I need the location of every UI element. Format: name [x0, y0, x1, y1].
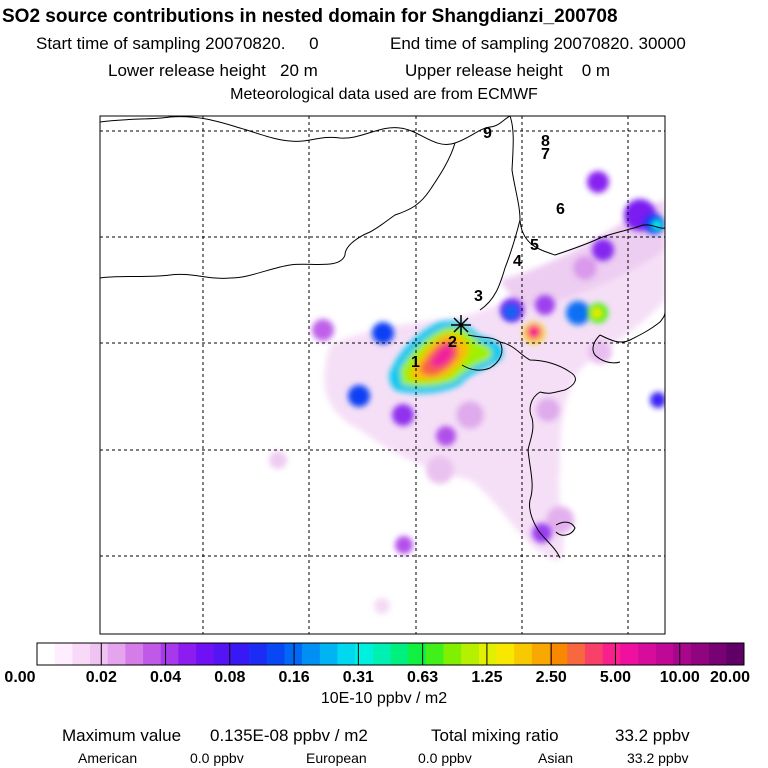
site-label: 3 [474, 288, 483, 305]
max-value-label: Maximum value [62, 726, 182, 745]
colorbar-swatch [726, 643, 745, 665]
colorbar-border [36, 642, 745, 666]
receptor-marker-icon [451, 315, 471, 335]
colorbar-swatch [584, 643, 603, 665]
colorbar-swatch [107, 643, 126, 665]
colorbar-tick-label: 5.00 [599, 669, 632, 686]
european-label: European [306, 750, 367, 766]
asian-value: 33.2 ppbv [627, 750, 689, 766]
colorbar-tick-label: 0.31 [342, 669, 374, 686]
colorbar-tick-label: 0.16 [278, 669, 310, 686]
colorbar-swatch [284, 643, 303, 665]
european-value: 0.0 ppbv [418, 750, 472, 766]
total-mixing-label: Total mixing ratio [431, 726, 559, 745]
asian-label: Asian [538, 750, 574, 766]
colorbar-swatch [514, 643, 533, 665]
concentration-field [269, 171, 665, 614]
colorbar-swatch [461, 643, 480, 665]
colorbar-swatch [708, 643, 727, 665]
colorbar-tick-label: 2.50 [535, 669, 567, 686]
colorbar-swatch [249, 643, 268, 665]
colorbar-swatch [72, 643, 91, 665]
colorbar-swatch [319, 643, 338, 665]
coastline-lines [100, 116, 665, 559]
site-label: 2 [448, 334, 457, 351]
colorbar-swatch [620, 643, 639, 665]
lat-lon-grid [100, 116, 665, 634]
map-title: SO2 source contributions in nested domai… [2, 6, 618, 27]
colorbar-swatch [178, 643, 197, 665]
site-label: 9 [483, 125, 492, 142]
colorbar-swatch [54, 643, 73, 665]
site-label: 5 [530, 237, 539, 254]
colorbar-tick-label: 0.63 [407, 669, 439, 686]
max-value: 0.135E-08 ppbv / m2 [210, 726, 368, 745]
colorbar-swatch [90, 643, 108, 665]
colorbar-tick-label: 1.25 [471, 669, 503, 686]
end-time-label: End time of sampling 20070820. 30000 [390, 34, 686, 53]
lower-release-label: Lower release height 20 m [108, 61, 318, 80]
colorbar-swatch [531, 643, 550, 665]
colorbar-swatch [355, 643, 374, 665]
colorbar-swatch [213, 643, 232, 665]
american-label: American [78, 750, 138, 766]
colorbar-tick-label: 20.00 [709, 669, 751, 686]
colorbar-swatch [231, 643, 250, 665]
colorbar-swatch [549, 643, 568, 665]
colorbar-tick-label: 0.00 [4, 669, 36, 686]
upper-release-label: Upper release height 0 m [405, 61, 611, 80]
colorbar-unit-label: 10E-10 ppbv / m2 [320, 690, 448, 707]
total-mixing-value: 33.2 ppbv [615, 726, 690, 745]
colorbar-swatch [478, 643, 497, 665]
site-label: 7 [541, 146, 550, 163]
colorbar-swatch [655, 643, 674, 665]
map-frame [99, 115, 666, 635]
colorbar-swatch [302, 643, 321, 665]
colorbar-swatch [443, 643, 462, 665]
site-label: 1 [411, 354, 420, 371]
site-label: 6 [556, 201, 565, 218]
met-data-label: Meteorological data used are from ECMWF [230, 86, 538, 103]
colorbar-swatch [637, 643, 656, 665]
colorbar-swatch [160, 643, 179, 665]
site-label: 8 [541, 133, 550, 150]
colorbar-swatch [425, 643, 444, 665]
colorbar-tick-label: 0.08 [214, 669, 246, 686]
colorbar-swatch [602, 643, 621, 665]
colorbar-swatch [496, 643, 515, 665]
colorbar-tick-label: 0.02 [85, 669, 117, 686]
colorbar [36, 642, 745, 666]
colorbar-swatch [690, 643, 709, 665]
colorbar-swatch [37, 643, 55, 665]
colorbar-swatch [266, 643, 285, 665]
colorbar-swatch [125, 643, 144, 665]
colorbar-swatch [567, 643, 586, 665]
colorbar-tick-label: 10.00 [659, 669, 700, 686]
colorbar-swatch [196, 643, 215, 665]
colorbar-swatch [372, 643, 391, 665]
american-value: 0.0 ppbv [190, 750, 244, 766]
colorbar-swatch [337, 643, 356, 665]
colorbar-swatch [673, 643, 692, 665]
colorbar-swatch [408, 643, 427, 665]
colorbar-swatch [390, 643, 409, 665]
colorbar-swatch [143, 643, 162, 665]
colorbar-tick-label: 0.04 [149, 669, 182, 686]
site-label: 4 [513, 253, 522, 270]
start-time-label: Start time of sampling 20070820. 0 [36, 34, 319, 53]
